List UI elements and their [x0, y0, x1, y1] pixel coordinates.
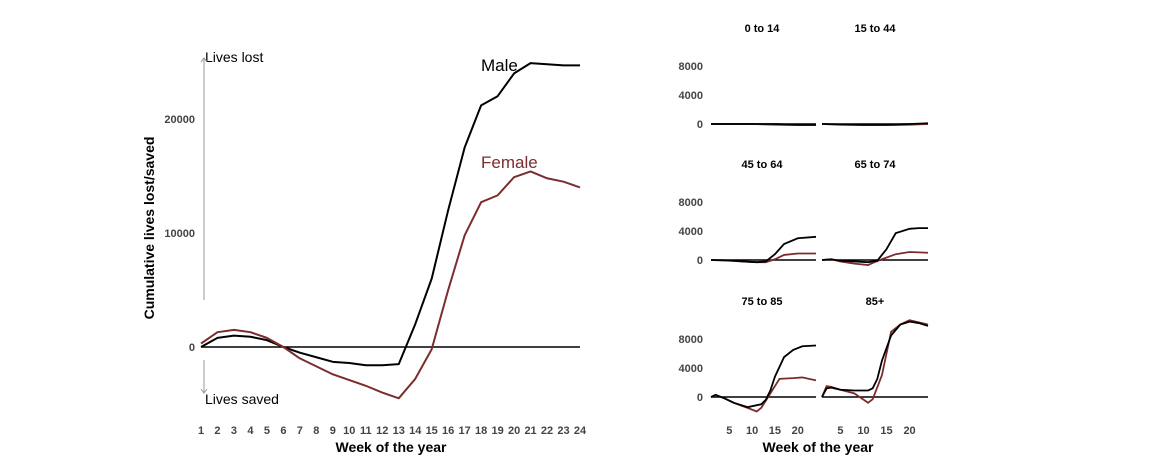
panel-x-tick-label: 5: [726, 425, 732, 437]
panel-y-tick-label: 8000: [679, 61, 703, 73]
panel-y-tick-label: 8000: [679, 334, 703, 346]
main-x-tick-label: 4: [247, 425, 254, 437]
panel-y-tick-label: 0: [697, 119, 703, 131]
series-label-male: Male: [481, 56, 518, 75]
main-y-tick-label: 0: [189, 342, 195, 354]
main-x-tick-label: 15: [426, 425, 438, 437]
panel-male-line-15-to-44: [821, 122, 929, 126]
main-x-tick-label: 24: [574, 425, 587, 437]
main-x-tick-label: 18: [475, 425, 487, 437]
main-series-line-male: [200, 62, 580, 367]
panel-x-tick-label: 15: [769, 425, 781, 437]
main-x-tick-label: 2: [214, 425, 220, 437]
series-label-female: Female: [481, 153, 538, 172]
main-x-tick-label: 5: [264, 425, 270, 437]
main-x-tick-label: 1: [198, 425, 204, 437]
panel-y-tick-label: 0: [697, 255, 703, 267]
annotation-lives-saved: Lives saved: [205, 391, 279, 407]
panel-title-75-85: 75 to 85: [742, 296, 783, 308]
main-x-tick-label: 14: [409, 425, 422, 437]
main-x-tick-label: 21: [524, 425, 536, 437]
main-x-tick-label: 20: [508, 425, 520, 437]
panel-y-tick-label: 4000: [679, 363, 703, 375]
panel-male-line-45-to-64: [710, 235, 817, 264]
main-x-tick-label: 8: [313, 425, 319, 437]
main-y-tick-label: 10000: [164, 228, 195, 240]
main-y-tick-label: 20000: [164, 114, 195, 126]
main-x-tick-label: 10: [343, 425, 355, 437]
panel-x-tick-label: 10: [857, 425, 869, 437]
panel-male-line-75-to-85: [710, 344, 817, 409]
main-x-tick-label: 11: [360, 425, 372, 437]
panel-y-tick-label: 4000: [679, 226, 703, 238]
panel-x-tick-label: 20: [792, 425, 804, 437]
main-x-tick-label: 9: [330, 425, 336, 437]
panel-y-tick-label: 8000: [679, 197, 703, 209]
main-x-tick-label: 17: [459, 425, 471, 437]
main-x-tick-label: 19: [491, 425, 503, 437]
main-x-tick-label: 3: [231, 425, 237, 437]
main-series-line-female: [200, 170, 581, 400]
main-x-tick-label: 7: [297, 425, 303, 437]
main-x-tick-label: 22: [541, 425, 553, 437]
panel-title-85-plus: 85+: [866, 296, 885, 308]
main-x-tick-label: 13: [393, 425, 405, 437]
panel-title-65-74: 65 to 74: [855, 159, 897, 171]
panel-title-15-44: 15 to 44: [855, 23, 897, 35]
main-x-tick-label: 12: [376, 425, 388, 437]
panel-x-tick-label: 20: [903, 425, 915, 437]
panel-x-tick-label: 5: [837, 425, 843, 437]
panel-title-0-14: 0 to 14: [745, 23, 781, 35]
small-multiples-x-axis-title: Week of the year: [762, 439, 874, 455]
panel-male-line-65-to-74: [821, 227, 928, 264]
main-x-tick-label: 23: [557, 425, 569, 437]
panel-x-tick-label: 10: [746, 425, 758, 437]
panel-female-line-75-to-85: [710, 376, 817, 413]
panel-y-tick-label: 0: [697, 392, 703, 404]
main-y-axis-title: Cumulative lives lost/saved: [141, 137, 157, 320]
panel-female-line-65-to-74: [821, 251, 929, 266]
main-x-tick-label: 6: [280, 425, 286, 437]
annotation-lives-lost: Lives lost: [205, 49, 263, 65]
main-x-axis-title: Week of the year: [335, 439, 447, 455]
panel-male-line-85-: [821, 320, 929, 398]
panel-female-line-85-: [821, 319, 929, 404]
main-x-tick-label: 16: [442, 425, 454, 437]
panel-y-tick-label: 4000: [679, 90, 703, 102]
panel-x-tick-label: 15: [880, 425, 892, 437]
panel-male-line-0-to-14: [711, 123, 816, 126]
panel-title-45-64: 45 to 64: [742, 159, 784, 171]
